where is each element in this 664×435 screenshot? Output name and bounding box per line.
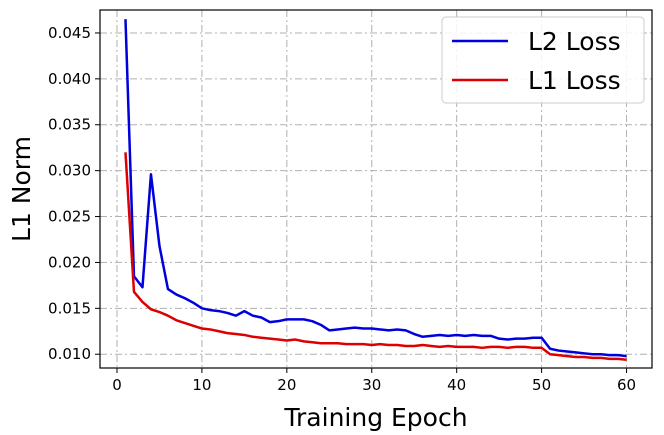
y-tick-label: 0.035	[48, 116, 91, 134]
plot-frame	[99, 9, 653, 369]
x-tick-label: 50	[532, 376, 551, 394]
legend-box	[441, 16, 645, 104]
y-tick-label: 0.020	[48, 253, 91, 271]
legend-label-2: L1 Loss	[528, 66, 621, 95]
y-tick-label: 0.025	[48, 208, 91, 226]
x-tick-label: 30	[362, 376, 381, 394]
x-tick-label: 20	[277, 376, 296, 394]
x-axis-ticks: 0 10 20 30 40 50 60	[112, 368, 636, 394]
y-axis-label: L1 Norm	[7, 136, 36, 242]
y-tick-label: 0.045	[48, 24, 91, 42]
legend-label-1: L2 Loss	[528, 27, 621, 56]
x-tick-label: 60	[617, 376, 636, 394]
x-tick-label: 0	[112, 376, 122, 394]
series-line-1	[124, 19, 627, 358]
y-tick-label: 0.040	[48, 70, 91, 88]
series-line-2	[124, 152, 627, 361]
x-axis-label: Training Epoch	[283, 403, 467, 432]
y-axis-ticks: 0.010 0.015 0.020 0.025 0.030 0.035 0.040 0.045	[48, 24, 100, 363]
x-tick-label: 10	[192, 376, 211, 394]
series-layer	[124, 19, 627, 361]
x-tick-label: 40	[447, 376, 466, 394]
y-tick-label: 0.015	[48, 299, 91, 317]
legend: L2 Loss L1 Loss	[441, 16, 645, 104]
y-tick-label: 0.030	[48, 162, 91, 180]
y-tick-label: 0.010	[48, 345, 91, 363]
